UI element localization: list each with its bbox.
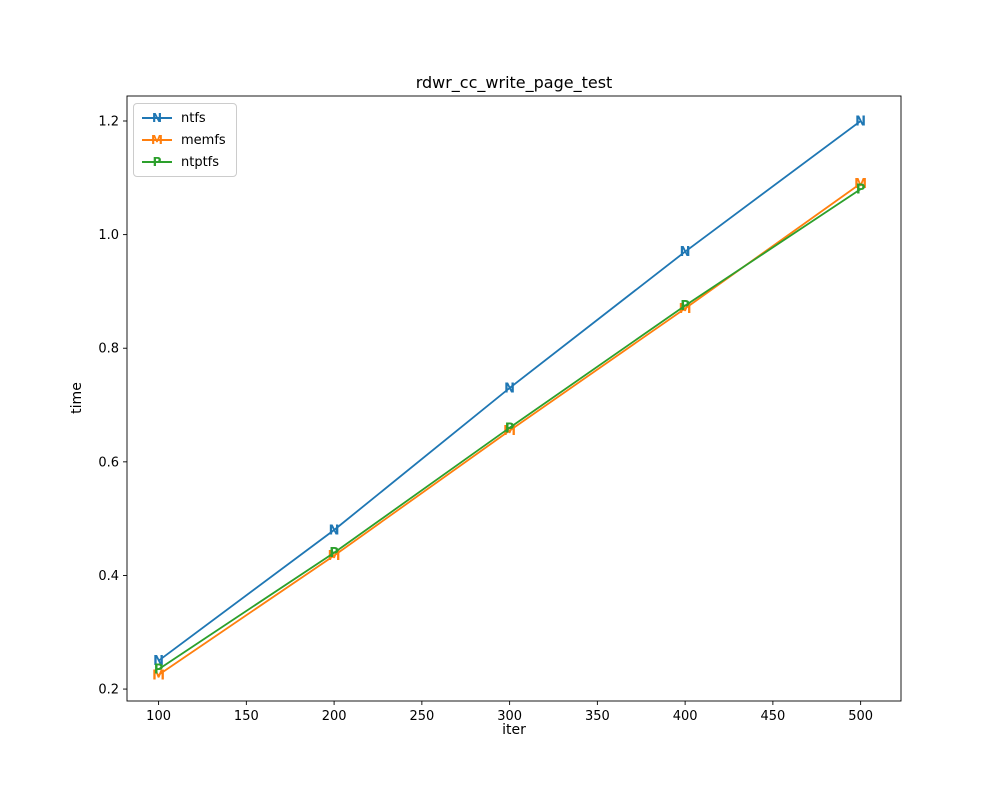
legend-line-segment xyxy=(142,117,172,119)
marker-memfs: M xyxy=(679,302,692,317)
x-tick-label: 100 xyxy=(146,709,171,724)
chart-title: rdwr_cc_write_page_test xyxy=(415,73,613,92)
legend-line-sample-memfs: M xyxy=(142,131,172,149)
plot-line-ntfs xyxy=(158,120,862,662)
legend-label: memfs xyxy=(181,132,226,148)
y-tick-label: 0.8 xyxy=(98,342,119,357)
legend-line-segment xyxy=(142,139,172,141)
x-tick-label: 200 xyxy=(322,709,347,724)
y-tick-label: 0.6 xyxy=(98,455,119,470)
x-tick-label: 500 xyxy=(848,709,873,724)
x-tick-label: 450 xyxy=(760,709,785,724)
marker-ntfs: N xyxy=(153,654,164,669)
marker-memfs: M xyxy=(854,177,867,192)
y-tick-label: 1.2 xyxy=(98,114,119,129)
x-tick-label: 350 xyxy=(585,709,610,724)
x-tick-label: 300 xyxy=(497,709,522,724)
marker-memfs: M xyxy=(328,549,341,564)
marker-ntfs: N xyxy=(504,381,515,396)
legend-marker-icon: M xyxy=(151,133,163,147)
legend-marker-icon: N xyxy=(151,111,163,125)
marker-ntptfs: P xyxy=(154,663,164,678)
plot-line-ntptfs xyxy=(158,188,862,670)
legend-label: ntptfs xyxy=(181,154,220,170)
legend-line-segment xyxy=(142,161,172,163)
legend-line-sample-ntptfs: P xyxy=(142,153,172,171)
marker-ntptfs: P xyxy=(856,183,866,198)
marker-ntfs: N xyxy=(855,114,866,129)
plot-border xyxy=(126,95,902,702)
marker-ntfs: N xyxy=(680,245,691,260)
x-axis-label: iter xyxy=(502,722,526,738)
y-axis-label: time xyxy=(69,382,85,414)
marker-ntptfs: P xyxy=(329,546,339,561)
legend-label: ntfs xyxy=(181,110,206,126)
marker-ntptfs: P xyxy=(680,299,690,314)
x-tick-label: 400 xyxy=(673,709,698,724)
marker-ntfs: N xyxy=(329,524,340,539)
y-tick-label: 0.4 xyxy=(98,569,119,584)
legend-marker-icon: P xyxy=(152,155,162,169)
legend-line-sample-ntfs: N xyxy=(142,109,172,127)
y-tick-label: 1.0 xyxy=(98,228,119,243)
x-tick-label: 250 xyxy=(409,709,434,724)
y-tick-label: 0.2 xyxy=(98,683,119,698)
marker-ntptfs: P xyxy=(505,421,515,436)
marker-memfs: M xyxy=(503,424,516,439)
x-tick-label: 150 xyxy=(234,709,259,724)
marker-memfs: M xyxy=(152,668,165,683)
